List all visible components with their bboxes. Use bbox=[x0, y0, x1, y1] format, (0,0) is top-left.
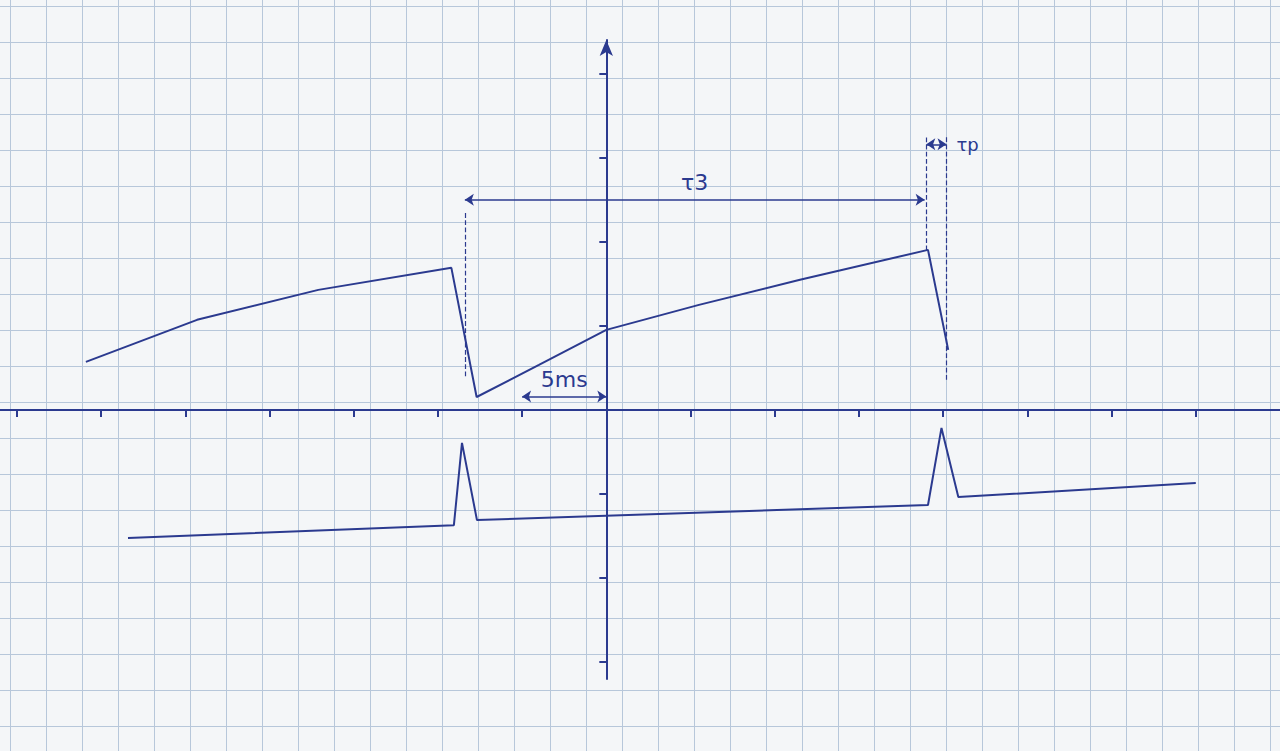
svg-text:τp: τp bbox=[957, 134, 979, 155]
svg-text:5ms: 5ms bbox=[541, 367, 588, 392]
svg-text:τ3: τ3 bbox=[681, 170, 708, 195]
